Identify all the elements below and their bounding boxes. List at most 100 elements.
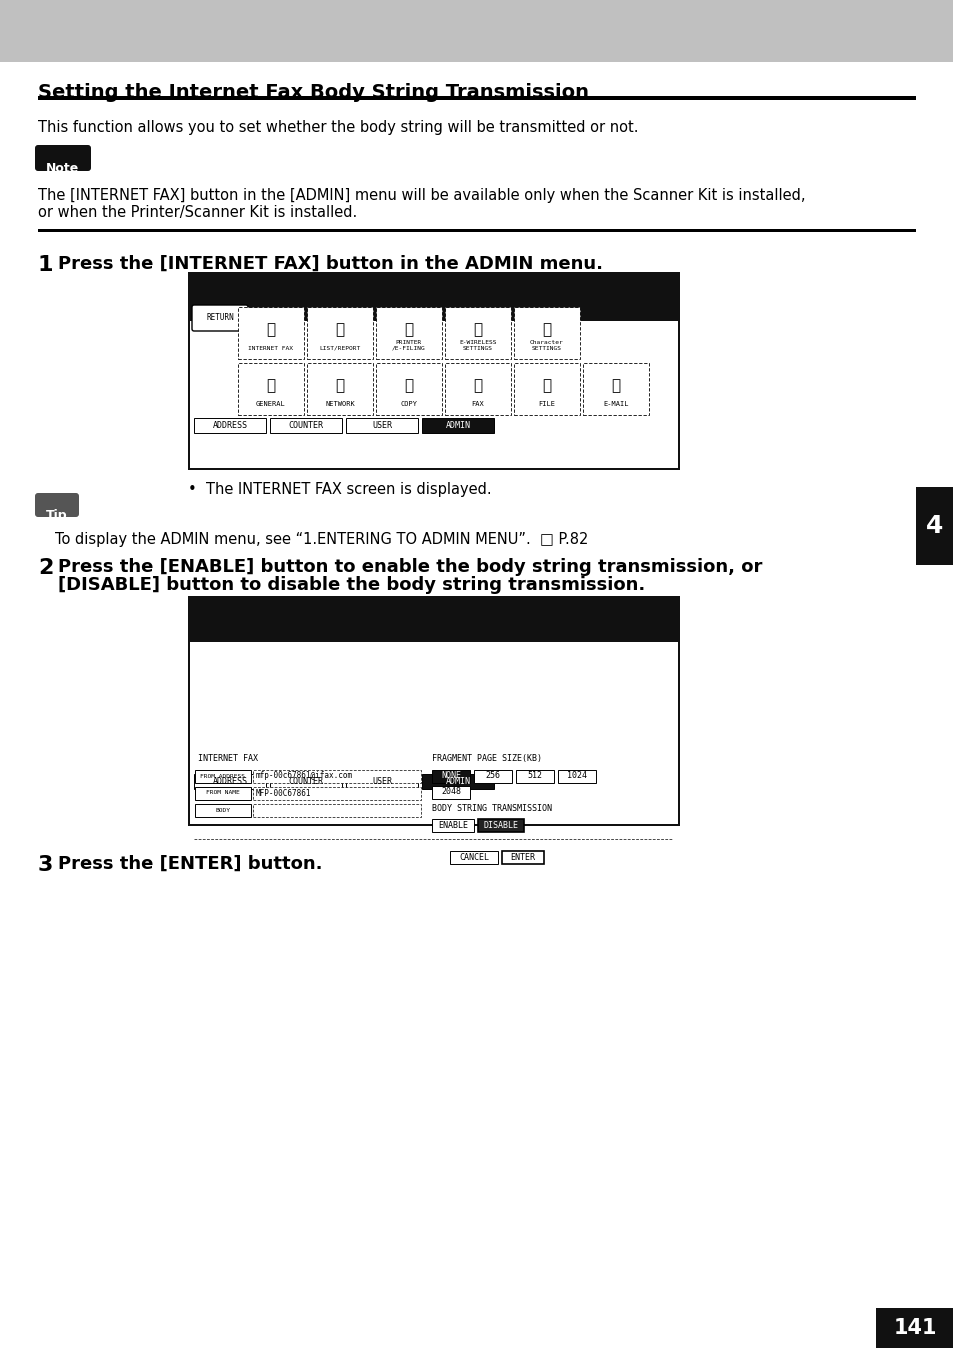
Text: NONE: NONE bbox=[440, 771, 460, 780]
Bar bbox=[237, 363, 304, 415]
Text: GENERAL: GENERAL bbox=[255, 400, 286, 407]
Bar bbox=[193, 774, 266, 789]
Bar bbox=[582, 363, 648, 415]
Bar bbox=[307, 307, 373, 359]
Text: 1024: 1024 bbox=[566, 771, 586, 780]
Text: INTERNET FAX: INTERNET FAX bbox=[248, 346, 294, 350]
Bar bbox=[375, 307, 441, 359]
Text: 512: 512 bbox=[527, 771, 542, 780]
Text: The [INTERNET FAX] button in the [ADMIN] menu will be available only when the Sc: The [INTERNET FAX] button in the [ADMIN]… bbox=[38, 187, 804, 204]
Bar bbox=[421, 418, 494, 433]
Bar bbox=[190, 642, 678, 824]
Bar bbox=[516, 770, 554, 783]
Bar bbox=[375, 363, 441, 415]
Text: LIST/REPORT: LIST/REPORT bbox=[319, 346, 360, 350]
Text: BODY: BODY bbox=[215, 807, 231, 813]
Text: Press the [INTERNET FAX] button in the ADMIN menu.: Press the [INTERNET FAX] button in the A… bbox=[58, 255, 602, 274]
Text: COPY: COPY bbox=[400, 400, 417, 407]
Bar bbox=[432, 820, 474, 832]
Bar bbox=[346, 418, 417, 433]
Text: To display the ADMIN menu, see “1.ENTERING TO ADMIN MENU”.  □ P.82: To display the ADMIN menu, see “1.ENTERI… bbox=[55, 532, 588, 547]
Bar bbox=[194, 803, 251, 817]
Bar bbox=[237, 307, 304, 359]
Text: FRAGMENT PAGE SIZE(KB): FRAGMENT PAGE SIZE(KB) bbox=[432, 754, 541, 763]
Text: 🔧: 🔧 bbox=[542, 322, 551, 337]
Text: E-WIRELESS
SETTINGS: E-WIRELESS SETTINGS bbox=[458, 340, 497, 350]
Text: ADDRESS: ADDRESS bbox=[213, 421, 247, 430]
Bar bbox=[0, 0, 953, 62]
Text: Character
SETTINGS: Character SETTINGS bbox=[530, 340, 563, 350]
Text: RETURN: RETURN bbox=[206, 314, 233, 322]
Bar bbox=[194, 787, 251, 799]
Bar bbox=[421, 774, 494, 789]
Text: 🔧: 🔧 bbox=[473, 322, 482, 337]
Bar bbox=[514, 363, 579, 415]
Text: This function allows you to set whether the body string will be transmitted or n: This function allows you to set whether … bbox=[38, 120, 638, 135]
Text: 🔧: 🔧 bbox=[404, 379, 414, 394]
Text: ADDRESS: ADDRESS bbox=[213, 776, 247, 786]
Text: •  The INTERNET FAX screen is displayed.: • The INTERNET FAX screen is displayed. bbox=[188, 483, 491, 497]
Text: 2048: 2048 bbox=[440, 787, 460, 797]
Text: ENABLE: ENABLE bbox=[437, 821, 468, 829]
Text: FILE: FILE bbox=[537, 400, 555, 407]
Text: E-MAIL: E-MAIL bbox=[602, 400, 628, 407]
Bar bbox=[190, 321, 678, 468]
Text: 🔧: 🔧 bbox=[404, 322, 414, 337]
Bar bbox=[501, 851, 543, 864]
Bar bbox=[444, 307, 511, 359]
Text: INTERNET FAX: INTERNET FAX bbox=[198, 754, 257, 763]
Text: 1: 1 bbox=[38, 255, 53, 275]
Bar bbox=[474, 770, 512, 783]
Text: ENTER: ENTER bbox=[510, 852, 535, 861]
Text: 🔧: 🔧 bbox=[473, 379, 482, 394]
Text: BODY STRING TRANSMISSION: BODY STRING TRANSMISSION bbox=[432, 803, 552, 813]
Bar bbox=[188, 596, 679, 826]
Bar bbox=[253, 787, 420, 799]
Bar bbox=[346, 774, 417, 789]
Text: DISABLE: DISABLE bbox=[483, 821, 518, 829]
Text: FAX: FAX bbox=[471, 400, 484, 407]
Text: 2: 2 bbox=[38, 558, 53, 578]
Bar bbox=[514, 307, 579, 359]
Text: 🔧: 🔧 bbox=[266, 322, 275, 337]
Bar bbox=[193, 418, 266, 433]
Text: Note: Note bbox=[47, 162, 79, 175]
Text: Setting the Internet Fax Body String Transmission: Setting the Internet Fax Body String Tra… bbox=[38, 84, 588, 102]
Text: or when the Printer/Scanner Kit is installed.: or when the Printer/Scanner Kit is insta… bbox=[38, 205, 356, 220]
Text: MFP-00C67861: MFP-00C67861 bbox=[255, 789, 312, 798]
Text: 🔧: 🔧 bbox=[611, 379, 619, 394]
Text: FROM NAME: FROM NAME bbox=[206, 790, 239, 795]
Text: NETWORK: NETWORK bbox=[325, 400, 355, 407]
Bar bbox=[253, 803, 420, 817]
Text: ADMIN: ADMIN bbox=[445, 776, 470, 786]
FancyBboxPatch shape bbox=[35, 146, 91, 171]
Text: USER: USER bbox=[372, 776, 392, 786]
Text: 3: 3 bbox=[38, 855, 53, 875]
Text: COUNTER: COUNTER bbox=[288, 776, 323, 786]
Text: Press the [ENTER] button.: Press the [ENTER] button. bbox=[58, 855, 322, 874]
Bar bbox=[432, 786, 470, 799]
Bar bbox=[477, 820, 523, 832]
Bar bbox=[558, 770, 596, 783]
Bar bbox=[450, 851, 497, 864]
Bar bbox=[38, 229, 915, 232]
Text: 4: 4 bbox=[925, 514, 943, 538]
Bar bbox=[38, 96, 915, 100]
Bar bbox=[194, 770, 251, 783]
Text: 141: 141 bbox=[892, 1318, 936, 1339]
Bar bbox=[307, 363, 373, 415]
Bar bbox=[270, 774, 341, 789]
Text: [DISABLE] button to disable the body string transmission.: [DISABLE] button to disable the body str… bbox=[58, 576, 644, 594]
Text: PRINTER
/E-FILING: PRINTER /E-FILING bbox=[392, 340, 425, 350]
Text: mfp-00c67861@ifax.com: mfp-00c67861@ifax.com bbox=[255, 771, 353, 780]
Text: 🔧: 🔧 bbox=[335, 322, 344, 337]
Bar bbox=[270, 418, 341, 433]
Text: CANCEL: CANCEL bbox=[458, 852, 489, 861]
Text: 🔧: 🔧 bbox=[542, 379, 551, 394]
Text: 🔧: 🔧 bbox=[266, 379, 275, 394]
Bar bbox=[875, 1308, 953, 1348]
Text: ADMIN: ADMIN bbox=[445, 421, 470, 430]
Bar bbox=[444, 363, 511, 415]
Bar bbox=[915, 487, 953, 565]
Bar bbox=[432, 770, 470, 783]
